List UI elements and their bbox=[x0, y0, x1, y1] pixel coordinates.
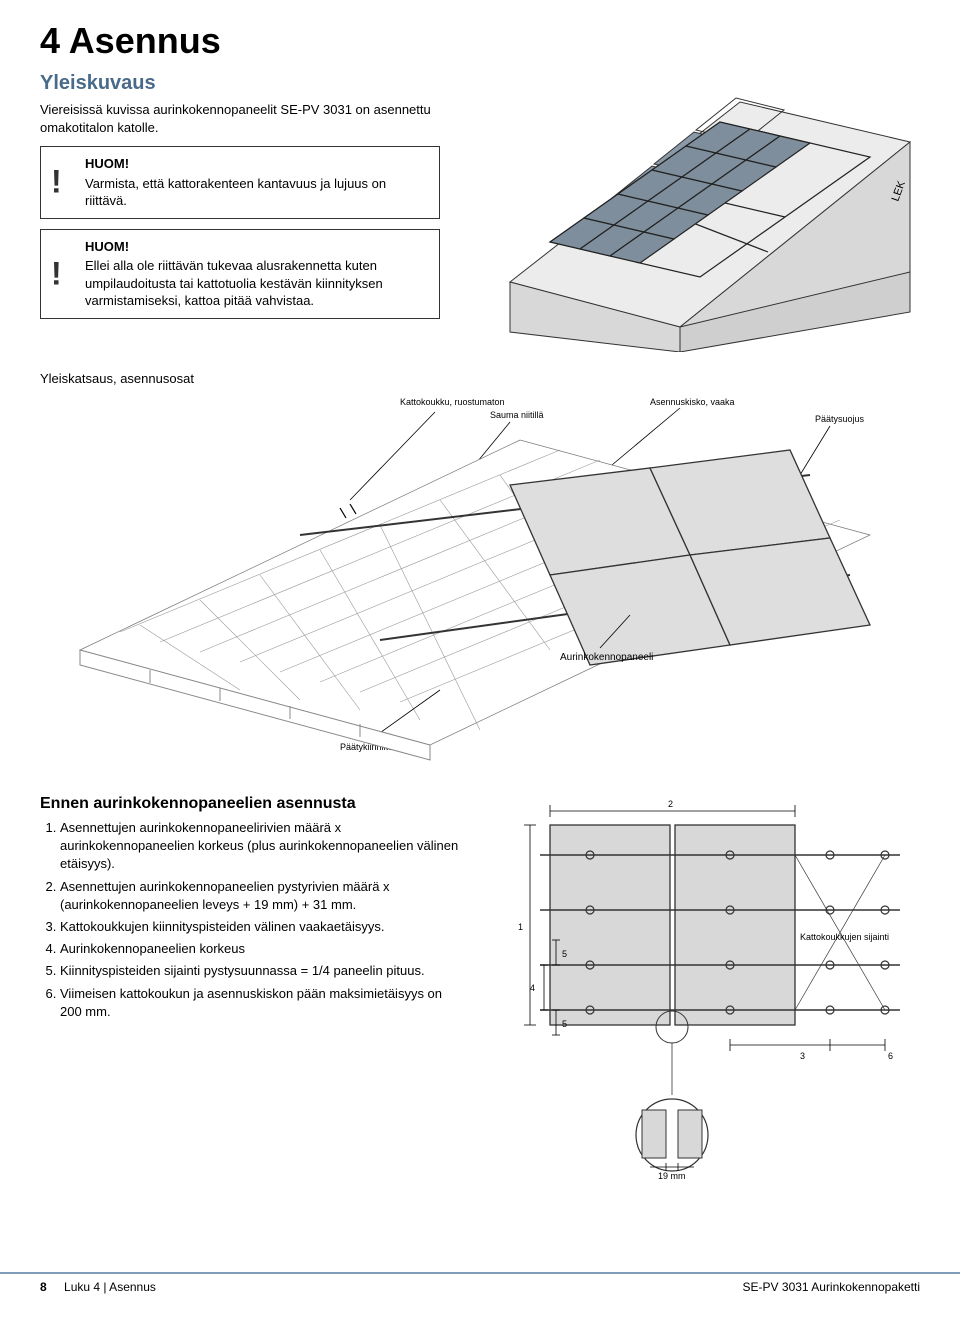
chapter-ref: Luku 4 | Asennus bbox=[64, 1280, 156, 1294]
label-seam: Sauma niitillä bbox=[490, 410, 544, 420]
label-panel: Aurinkokennopaneeli bbox=[560, 652, 653, 663]
note2-title: HUOM! bbox=[85, 238, 427, 256]
dim-6: 6 bbox=[888, 1051, 893, 1061]
step-3: Kattokoukkujen kiinnityspisteiden väline… bbox=[60, 918, 460, 936]
note1-body: Varmista, että kattorakenteen kantavuus … bbox=[85, 175, 427, 210]
label-hook-pos: Kattokoukkujen sijainti bbox=[800, 932, 889, 942]
label-rail: Asennuskisko, vaaka bbox=[650, 397, 735, 407]
before-install-title: Ennen aurinkokennopaneelien asennusta bbox=[40, 795, 460, 813]
step-5: Kiinnityspisteiden sijainti pystysuunnas… bbox=[60, 962, 460, 980]
dimension-diagram: Kattokoukkujen sijainti 2 1 bbox=[500, 795, 920, 1200]
label-endcap: Päätysuojus bbox=[815, 414, 865, 424]
dim-3: 3 bbox=[800, 1051, 805, 1061]
label-roof-hook: Kattokoukku, ruostumaton bbox=[400, 397, 505, 407]
house-illustration: LEK bbox=[480, 72, 920, 357]
page-footer: 8 Luku 4 | Asennus SE-PV 3031 Aurinkoken… bbox=[0, 1272, 960, 1300]
overview-diagram: Kattokoukku, ruostumaton Sauma niitillä … bbox=[40, 390, 920, 775]
page-heading: 4 Asennus bbox=[40, 20, 920, 62]
page-number: 8 bbox=[40, 1280, 47, 1294]
note-box-2: ! HUOM! Ellei alla ole riittävän tukevaa… bbox=[40, 229, 440, 319]
text-left-column: Yleiskuvaus Viereisissä kuvissa aurinkok… bbox=[40, 72, 440, 329]
exclamation-icon: ! bbox=[51, 252, 62, 295]
doc-title: SE-PV 3031 Aurinkokennopaketti bbox=[743, 1280, 920, 1294]
dim-4: 4 bbox=[530, 983, 535, 993]
overview-parts-title: Yleiskatsaus, asennusosat bbox=[40, 371, 920, 386]
steps-list: Asennettujen aurinkokennopaneelirivien m… bbox=[40, 819, 460, 1021]
dim-1: 1 bbox=[518, 922, 523, 932]
exclamation-icon: ! bbox=[51, 161, 62, 204]
intro-text: Viereisissä kuvissa aurinkokennopaneelit… bbox=[40, 101, 440, 136]
note-box-1: ! HUOM! Varmista, että kattorakenteen ka… bbox=[40, 146, 440, 219]
step-6: Viimeisen kattokoukun ja asennuskiskon p… bbox=[60, 985, 460, 1021]
dim-2: 2 bbox=[668, 799, 673, 809]
step-2: Asennettujen aurinkokennopaneelien pysty… bbox=[60, 878, 460, 914]
label-19mm: 19 mm bbox=[658, 1171, 686, 1181]
note2-body: Ellei alla ole riittävän tukevaa alusrak… bbox=[85, 257, 427, 310]
section-title: Yleiskuvaus bbox=[40, 72, 440, 95]
step-4: Aurinkokennopaneelien korkeus bbox=[60, 940, 460, 958]
dim-5a: 5 bbox=[562, 949, 567, 959]
dim-5b: 5 bbox=[562, 1019, 567, 1029]
step-1: Asennettujen aurinkokennopaneelirivien m… bbox=[60, 819, 460, 874]
note1-title: HUOM! bbox=[85, 155, 427, 173]
